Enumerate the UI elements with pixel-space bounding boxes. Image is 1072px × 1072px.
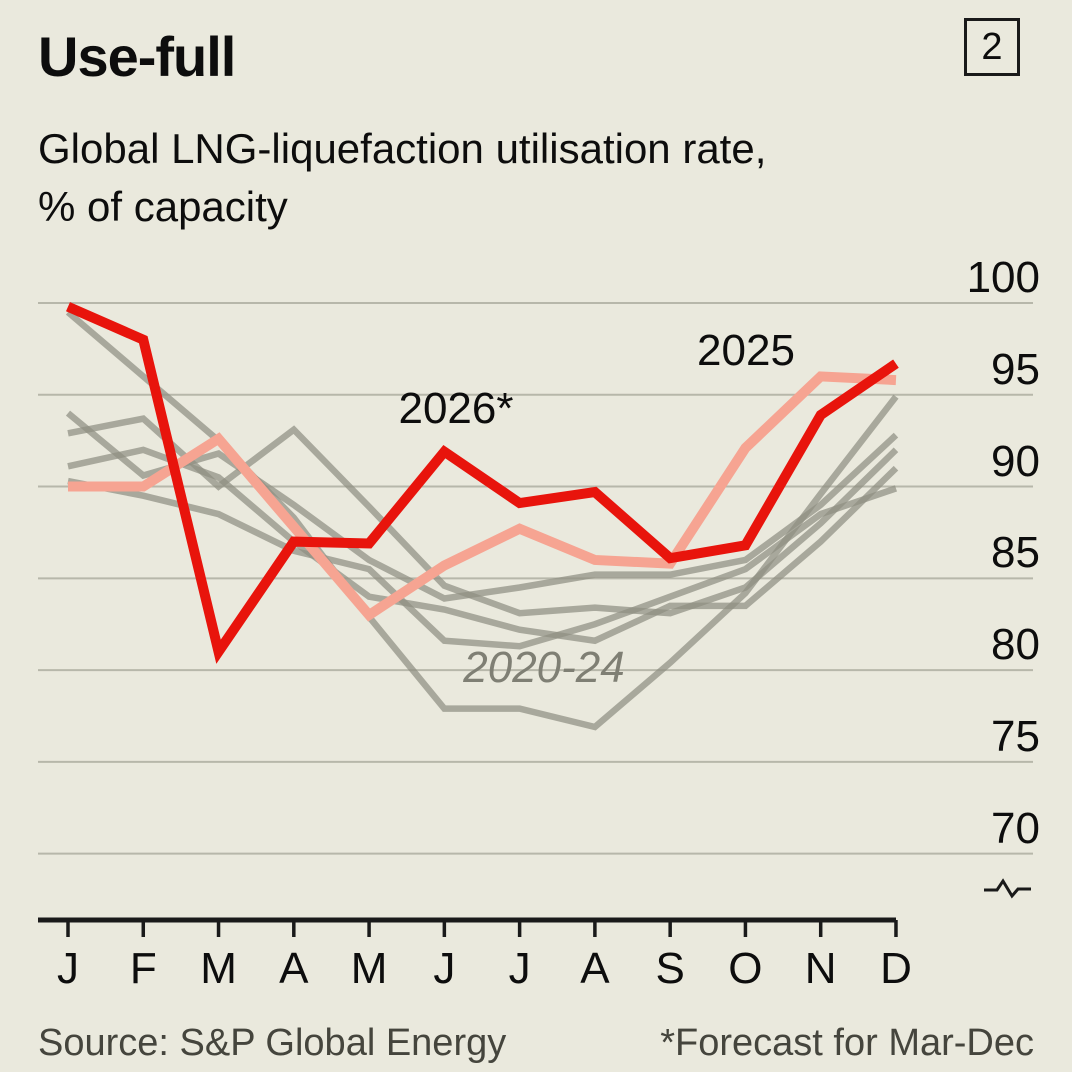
x-axis-label-8: A	[580, 944, 610, 993]
x-axis-label-9: S	[655, 944, 685, 993]
chart-title: Use-full	[38, 25, 236, 88]
series-annotation-2025: 2025	[697, 326, 795, 375]
y-axis-label-75: 75	[991, 711, 1040, 761]
y-axis-label-85: 85	[991, 528, 1040, 578]
x-axis-label-10: O	[728, 944, 763, 993]
x-axis-label-2: F	[129, 944, 157, 993]
axis-break-squiggle-icon	[984, 878, 1031, 899]
y-axis-label-100: 100	[966, 253, 1040, 302]
y-axis-label-80: 80	[991, 620, 1040, 670]
x-axis-label-1: J	[57, 944, 79, 993]
series-line-2020-24-5	[67, 477, 898, 650]
forecast-footnote: *Forecast for Mar-Dec	[660, 1022, 1034, 1064]
x-axis-label-5: M	[350, 944, 388, 993]
chart-subtitle-line2: % of capacity	[38, 182, 288, 230]
y-axis-label-95: 95	[991, 344, 1040, 394]
series-line-2025	[68, 371, 897, 622]
x-axis-label-4: A	[279, 944, 309, 993]
series-line-2020-24-2	[65, 410, 899, 602]
figure-number-badge: 2	[964, 18, 1020, 76]
x-axis-label-6: J	[433, 944, 456, 993]
series-annotation-2026: 2026*	[398, 384, 514, 433]
x-axis-label-3: M	[200, 944, 237, 993]
series-annotation-202024: 2020-24	[463, 643, 625, 692]
x-axis-label-12: D	[880, 944, 912, 993]
series-line-2026*	[65, 302, 899, 664]
figure-number: 2	[981, 25, 1003, 68]
y-axis-label-70: 70	[991, 803, 1040, 853]
series-line-2020-24-4	[67, 446, 899, 645]
chart-subtitle-line1: Global LNG-liquefaction utilisation rate…	[38, 125, 767, 172]
x-axis-label-11: N	[804, 944, 837, 993]
source-note: Source: S&P Global Energy	[38, 1022, 507, 1064]
x-axis-label-7: J	[508, 944, 531, 993]
chart-subtitle: Global LNG-liquefaction utilisation rate…	[38, 120, 766, 236]
y-axis-label-90: 90	[991, 436, 1040, 486]
